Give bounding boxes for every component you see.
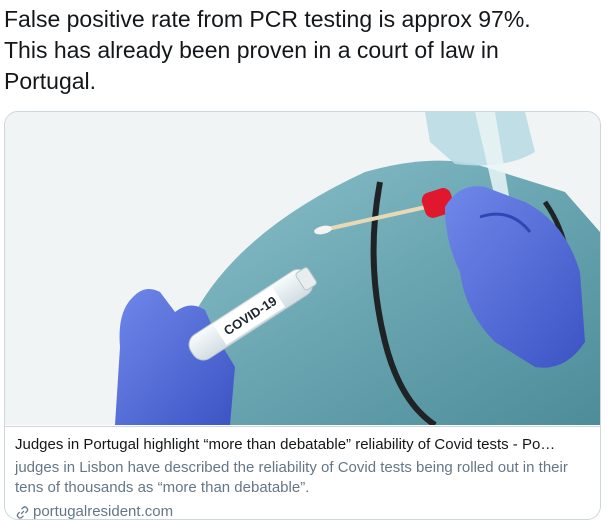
covid-test-photo: COVID-19 [5, 112, 600, 425]
test-tube: COVID-19 [188, 267, 317, 361]
right-glove [445, 186, 585, 368]
card-body[interactable]: Judges in Portugal highlight “more than … [5, 426, 600, 520]
right-glove-fold [479, 212, 532, 233]
card-domain[interactable]: portugalresident.com [15, 502, 590, 520]
tweet-text-line-2: This has already been proven in a court … [4, 37, 499, 63]
card-title[interactable]: Judges in Portugal highlight “more than … [15, 436, 556, 453]
card-image[interactable]: COVID-19 [5, 112, 600, 425]
swab-tip [314, 225, 332, 235]
card-description: judges in Lisbon have described the reli… [15, 459, 568, 496]
tweet-text-line-3: Portugal. [4, 68, 97, 94]
stethoscope [370, 181, 437, 425]
link-preview-card[interactable]: COVID-19 Judges in Portugal highlight “m… [4, 111, 601, 520]
card-domain-text[interactable]: portugalresident.com [33, 503, 174, 520]
tweet-text: False positive rate from PCR testing is … [4, 4, 604, 97]
face-shield-edge [475, 112, 510, 207]
left-glove [115, 288, 235, 425]
link-icon [16, 505, 29, 519]
swab-stick [322, 203, 436, 232]
tweet-text-line-1: False positive rate from PCR testing is … [4, 6, 531, 32]
mask-shape [425, 112, 535, 166]
